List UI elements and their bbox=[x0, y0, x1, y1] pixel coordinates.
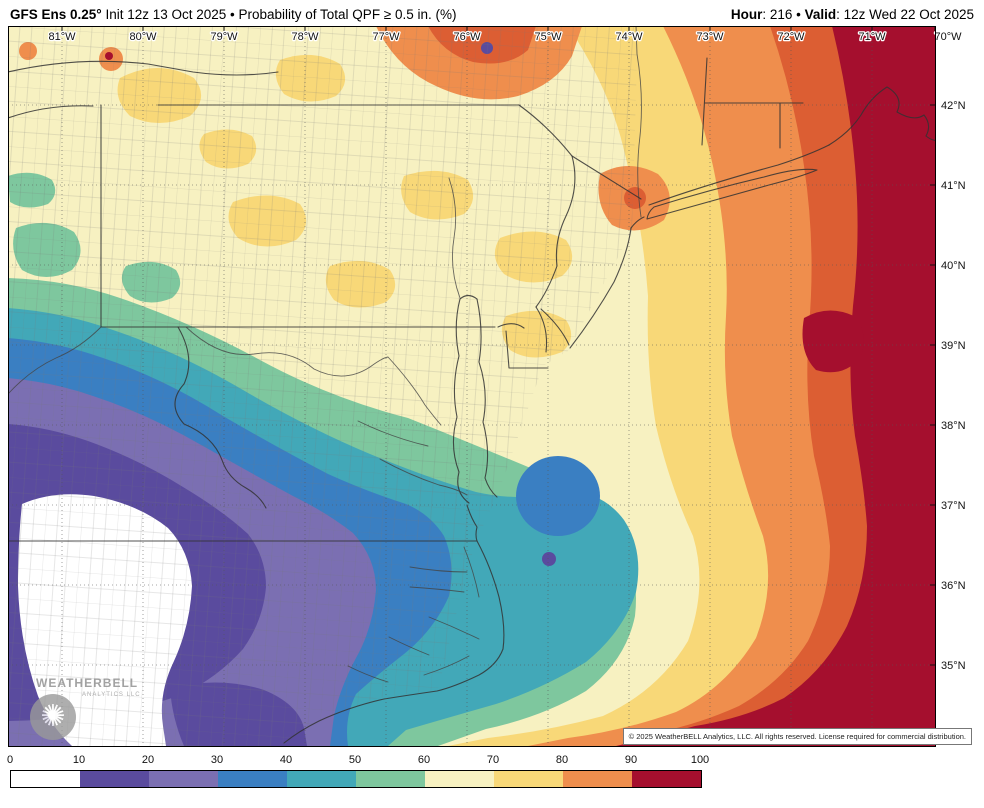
init-and-parameter: Init 12z 13 Oct 2025 • Probability of To… bbox=[101, 7, 457, 22]
colorbar-swatch bbox=[218, 771, 287, 787]
colorbar-swatches bbox=[10, 770, 702, 788]
colorbar-tick: 10 bbox=[72, 754, 86, 766]
colorbar-swatch bbox=[149, 771, 218, 787]
svg-text:73°W: 73°W bbox=[696, 31, 724, 43]
svg-text:79°W: 79°W bbox=[210, 31, 238, 43]
colorbar-swatch bbox=[11, 771, 80, 787]
svg-text:38°N: 38°N bbox=[941, 420, 966, 432]
svg-text:72°W: 72°W bbox=[777, 31, 805, 43]
svg-text:70°W: 70°W bbox=[934, 31, 962, 43]
hour-value: : 216 • bbox=[762, 7, 805, 22]
svg-text:37°N: 37°N bbox=[941, 500, 966, 512]
weather-map-svg: 81°W 80°W 79°W 78°W 77°W 76°W 75°W 74°W 73°W 72°W… bbox=[8, 26, 967, 747]
model-name: GFS Ens 0.25° bbox=[10, 7, 102, 22]
colorbar-tick: 30 bbox=[210, 754, 224, 766]
colorbar-tick: 60 bbox=[417, 754, 431, 766]
svg-text:74°W: 74°W bbox=[615, 31, 643, 43]
latlon-grid bbox=[8, 26, 935, 746]
svg-text:81°W: 81°W bbox=[48, 31, 76, 43]
watermark-subtitle: ANALYTICS LLC bbox=[82, 692, 141, 698]
colorbar-swatch bbox=[494, 771, 563, 787]
copyright-notice: © 2025 WeatherBELL Analytics, LLC. All r… bbox=[622, 728, 972, 745]
probability-colorbar: 0 10 20 30 40 50 60 70 80 90 100 bbox=[6, 754, 730, 796]
svg-text:78°W: 78°W bbox=[291, 31, 319, 43]
colorbar-tick: 70 bbox=[486, 754, 500, 766]
svg-text:36°N: 36°N bbox=[941, 580, 966, 592]
colorbar-tick: 90 bbox=[624, 754, 638, 766]
svg-text:41°N: 41°N bbox=[941, 180, 966, 192]
valid-label: Valid bbox=[804, 7, 837, 22]
title-bar: GFS Ens 0.25° Init 12z 13 Oct 2025 • Pro… bbox=[0, 0, 984, 26]
colorbar-tick: 50 bbox=[348, 754, 362, 766]
watermark-title: WEATHERBELL bbox=[36, 676, 139, 690]
hour-label: Hour bbox=[730, 7, 763, 22]
probability-field bbox=[8, 26, 935, 746]
colorbar-swatch bbox=[356, 771, 425, 787]
colorbar-tick: 0 bbox=[6, 754, 14, 766]
product-title: GFS Ens 0.25° Init 12z 13 Oct 2025 • Pro… bbox=[10, 7, 457, 22]
lon-labels: 81°W 80°W 79°W 78°W 77°W 76°W 75°W 74°W 73°W 72°W… bbox=[47, 26, 963, 44]
weatherbell-watermark: ✺ WEATHERBELL ANALYTICS LLC bbox=[22, 668, 192, 744]
svg-text:40°N: 40°N bbox=[941, 260, 966, 272]
colorbar-swatch bbox=[563, 771, 632, 787]
map-container: 81°W 80°W 79°W 78°W 77°W 76°W 75°W 74°W 73°W 72°W… bbox=[8, 26, 974, 748]
svg-text:80°W: 80°W bbox=[129, 31, 157, 43]
colorbar-swatch bbox=[632, 771, 701, 787]
weatherbell-logo-icon: ✺ bbox=[30, 694, 76, 740]
lat-labels: 42°N 41°N 40°N 39°N 38°N 37°N 36°N 35°N bbox=[930, 99, 967, 673]
colorbar-swatch bbox=[80, 771, 149, 787]
svg-text:76°W: 76°W bbox=[453, 31, 481, 43]
svg-text:35°N: 35°N bbox=[941, 660, 966, 672]
svg-text:42°N: 42°N bbox=[941, 100, 966, 112]
colorbar-swatch bbox=[425, 771, 494, 787]
colorbar-tick: 40 bbox=[279, 754, 293, 766]
svg-text:71°W: 71°W bbox=[858, 31, 886, 43]
geography-lines bbox=[8, 26, 935, 744]
svg-text:77°W: 77°W bbox=[372, 31, 400, 43]
colorbar-tick: 20 bbox=[141, 754, 155, 766]
svg-text:75°W: 75°W bbox=[534, 31, 562, 43]
valid-value: : 12z Wed 22 Oct 2025 bbox=[836, 7, 974, 22]
colorbar-tick: 100 bbox=[690, 754, 710, 766]
colorbar-swatch bbox=[287, 771, 356, 787]
valid-time: Hour: 216 • Valid: 12z Wed 22 Oct 2025 bbox=[731, 7, 974, 22]
svg-text:39°N: 39°N bbox=[941, 340, 966, 352]
map-frame bbox=[8, 26, 936, 747]
colorbar-tick: 80 bbox=[555, 754, 569, 766]
